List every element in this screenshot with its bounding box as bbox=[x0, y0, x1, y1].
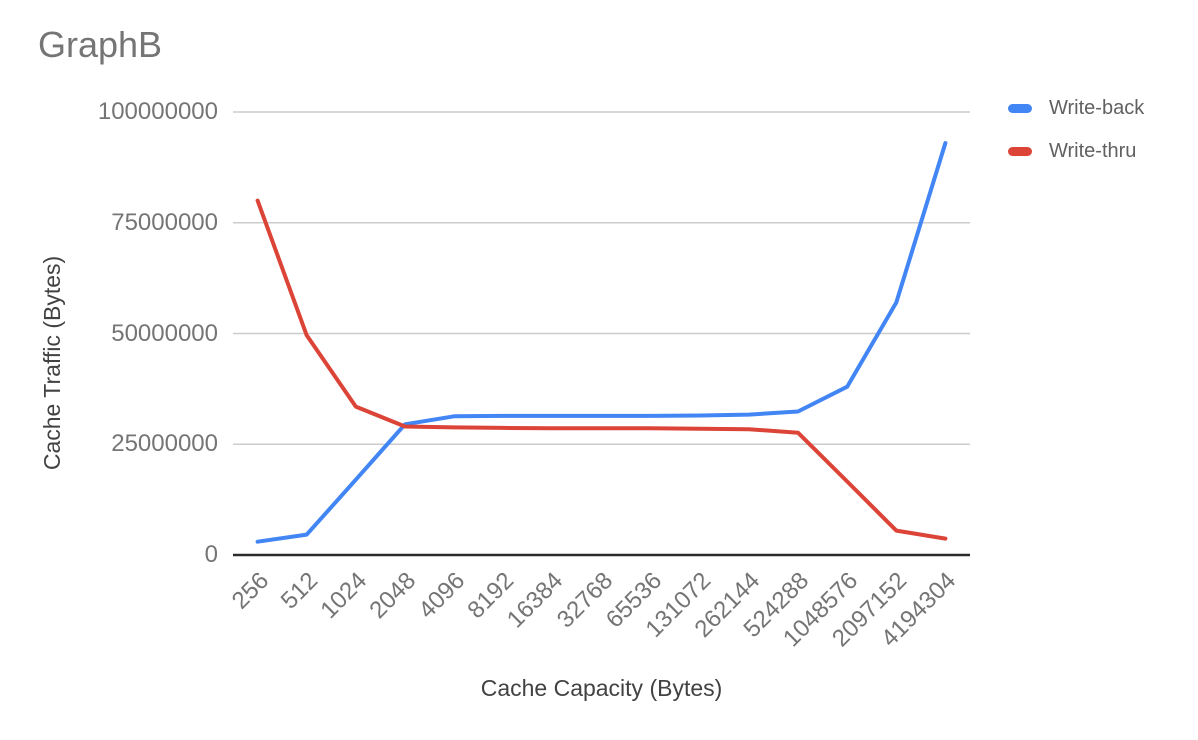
y-tick-label: 50000000 bbox=[111, 319, 218, 347]
y-tick-label: 100000000 bbox=[97, 98, 218, 125]
legend: Write-back Write-thru bbox=[1008, 94, 1144, 165]
y-tick-label: 0 bbox=[204, 541, 218, 568]
chart-title: GraphB bbox=[38, 24, 163, 65]
write-back-series-swatch-icon bbox=[1008, 103, 1032, 113]
write-thru-series-line bbox=[255, 198, 948, 541]
y-tick-label: 25000000 bbox=[111, 430, 218, 458]
write-thru-series-swatch-icon bbox=[1008, 146, 1032, 156]
legend-item-write-back[interactable]: Write-back bbox=[1008, 94, 1144, 122]
legend-item-write-thru[interactable]: Write-thru bbox=[1008, 137, 1144, 165]
y-tick-label: 75000000 bbox=[111, 208, 218, 236]
write-back-series-line bbox=[255, 141, 948, 544]
y-axis-title: Cache Traffic (Bytes) bbox=[39, 255, 65, 471]
legend-label-write-thru: Write-thru bbox=[1049, 140, 1137, 162]
legend-label-write-back: Write-back bbox=[1049, 97, 1145, 119]
x-axis-title: Cache Capacity (Bytes) bbox=[480, 675, 723, 701]
